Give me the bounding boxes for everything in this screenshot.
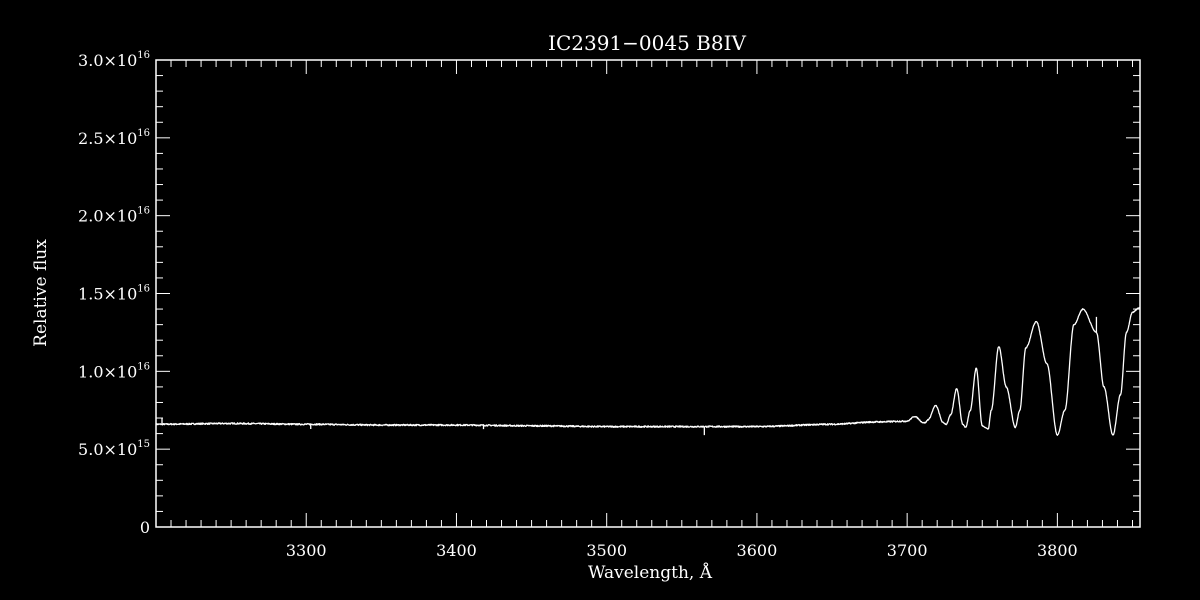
x-tick-label: 3400 xyxy=(436,541,477,560)
x-tick-labels: 3300 3400 3500 3600 3700 3800 xyxy=(286,541,1078,560)
x-tick-label: 3800 xyxy=(1037,541,1078,560)
y-tick-label: 2.0×1016 xyxy=(78,206,150,226)
plot-frame xyxy=(155,59,1141,528)
y-tick-label: 3.0×1016 xyxy=(78,50,150,70)
chart-title: IC2391−0045 B8IV xyxy=(548,31,746,55)
y-axis-title: Relative flux xyxy=(31,239,51,347)
x-axis-title: Wavelength, Å xyxy=(588,562,713,583)
y-tick-label: 1.5×1016 xyxy=(78,284,150,304)
spectrum-line xyxy=(155,306,1141,436)
y-tick-label: 0 xyxy=(140,518,150,537)
x-tick-label: 3700 xyxy=(887,541,928,560)
x-tick-label: 3600 xyxy=(737,541,778,560)
axis-ticks xyxy=(156,60,1140,527)
y-tick-label: 2.5×1016 xyxy=(78,128,150,148)
x-tick-label: 3500 xyxy=(586,541,627,560)
y-tick-label: 1.0×1016 xyxy=(78,361,150,381)
y-tick-label: 5.0×1015 xyxy=(78,439,150,459)
x-tick-label: 3300 xyxy=(286,541,327,560)
y-tick-labels: 0 5.0×1015 1.0×1016 1.5×1016 2.0×1016 2.5×101… xyxy=(78,50,150,537)
